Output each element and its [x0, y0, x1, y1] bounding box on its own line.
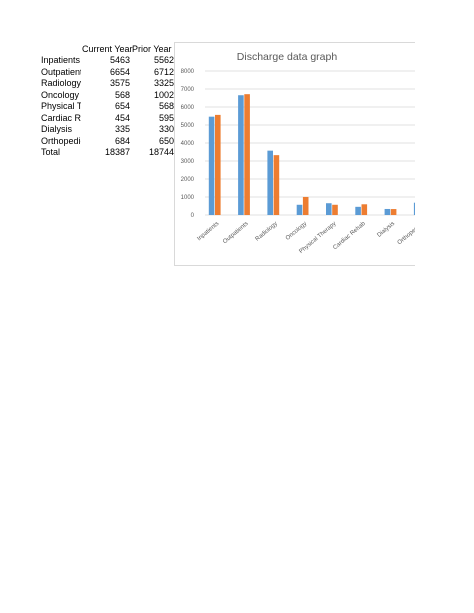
table-row-label: Physical Therapy: [41, 101, 81, 111]
table-cell-prior: 330: [158, 124, 174, 134]
table-cell-current: 454: [114, 112, 130, 123]
bar-series-2: [332, 204, 338, 215]
x-category-label: Outpatients: [222, 221, 249, 245]
bar-series-2: [215, 114, 221, 215]
bar-series-1: [267, 150, 273, 215]
table-cell-current: 18387: [104, 147, 130, 157]
table-row-label: Radiology: [41, 78, 81, 88]
x-category-label: Radiology: [255, 221, 279, 243]
table-cell-current: 568: [114, 89, 130, 100]
table-cell-prior: 5562: [153, 55, 174, 65]
table-cell-current: 3575: [109, 78, 130, 88]
bar-series-1: [413, 202, 415, 215]
table-cell-current: 6654: [109, 66, 130, 77]
bar-series-2: [302, 196, 309, 215]
table-row-label: Total: [41, 147, 61, 157]
table-row-label: Orthopedics: [41, 135, 81, 146]
table-cell-prior: 595: [158, 112, 174, 123]
x-category-label: Oncology: [285, 221, 308, 242]
bar-series-1: [355, 206, 361, 215]
bar-series-2: [244, 94, 250, 215]
bar-series-1: [208, 116, 215, 215]
table-cell-current: 684: [114, 135, 130, 146]
table-cell-current: 654: [114, 101, 130, 111]
table-row-label: Cardiac Rehab: [41, 112, 81, 123]
table-cell-prior: 18744: [148, 147, 174, 157]
data-table: Current Year Prior Year Inpatients 5463 55…: [0, 0, 474, 160]
y-tick-label: 8000: [181, 69, 195, 75]
y-tick-label: 7000: [181, 87, 195, 93]
bar-series-1: [296, 204, 303, 215]
table-row-label: Dialysis: [41, 124, 73, 134]
header-prior-year: Prior Year: [132, 44, 172, 54]
table-cell-prior: 3325: [153, 78, 174, 88]
gridlines: [205, 70, 415, 216]
y-tick-label: 4000: [181, 141, 195, 147]
bar-series-2: [390, 209, 397, 215]
discharge-chart: Discharge data graph 0 1000 2000 3000 4000 50…: [174, 42, 415, 266]
chart-title: Discharge data graph: [237, 51, 338, 63]
y-tick-label: 2000: [181, 177, 195, 183]
table-row-label: Inpatients: [41, 55, 81, 65]
bar-series-1: [326, 203, 332, 215]
x-axis-categories: Inpatients Outpatients Radiology OncologyPh…: [196, 221, 415, 256]
y-tick-label: 6000: [181, 105, 195, 111]
x-category-label: Orthopedics: [397, 221, 415, 246]
y-tick-label: 1000: [181, 195, 195, 201]
bars: [208, 94, 415, 215]
y-tick-label: 0: [191, 213, 195, 219]
header-current-year: Current Year: [82, 44, 133, 54]
table-row-label: Outpatients: [41, 66, 81, 77]
bar-series-1: [384, 208, 391, 215]
table-cell-prior: 6712: [153, 66, 174, 77]
bar-series-2: [273, 155, 280, 215]
x-category-label: Inpatients: [196, 221, 220, 242]
x-category-label: Cardiac Rehab: [332, 221, 367, 252]
table-row-label: Oncology: [41, 89, 80, 100]
bar-series-1: [238, 95, 244, 215]
chart-svg: Discharge data graph 0 1000 2000 3000 4000 50…: [181, 51, 415, 256]
table-cell-current: 335: [114, 124, 130, 134]
table-cell-current: 5463: [109, 55, 130, 65]
bar-series-2: [361, 204, 368, 215]
y-axis-ticks: 0 1000 2000 3000 4000 5000 6000 7000 8000: [181, 69, 195, 219]
table-cell-prior: 650: [158, 135, 174, 146]
y-tick-label: 5000: [181, 123, 195, 129]
y-tick-label: 3000: [181, 159, 195, 165]
table-cell-prior: 1002: [153, 89, 174, 100]
x-category-label: Dialysis: [376, 221, 396, 239]
table-cell-prior: 568: [158, 101, 174, 111]
